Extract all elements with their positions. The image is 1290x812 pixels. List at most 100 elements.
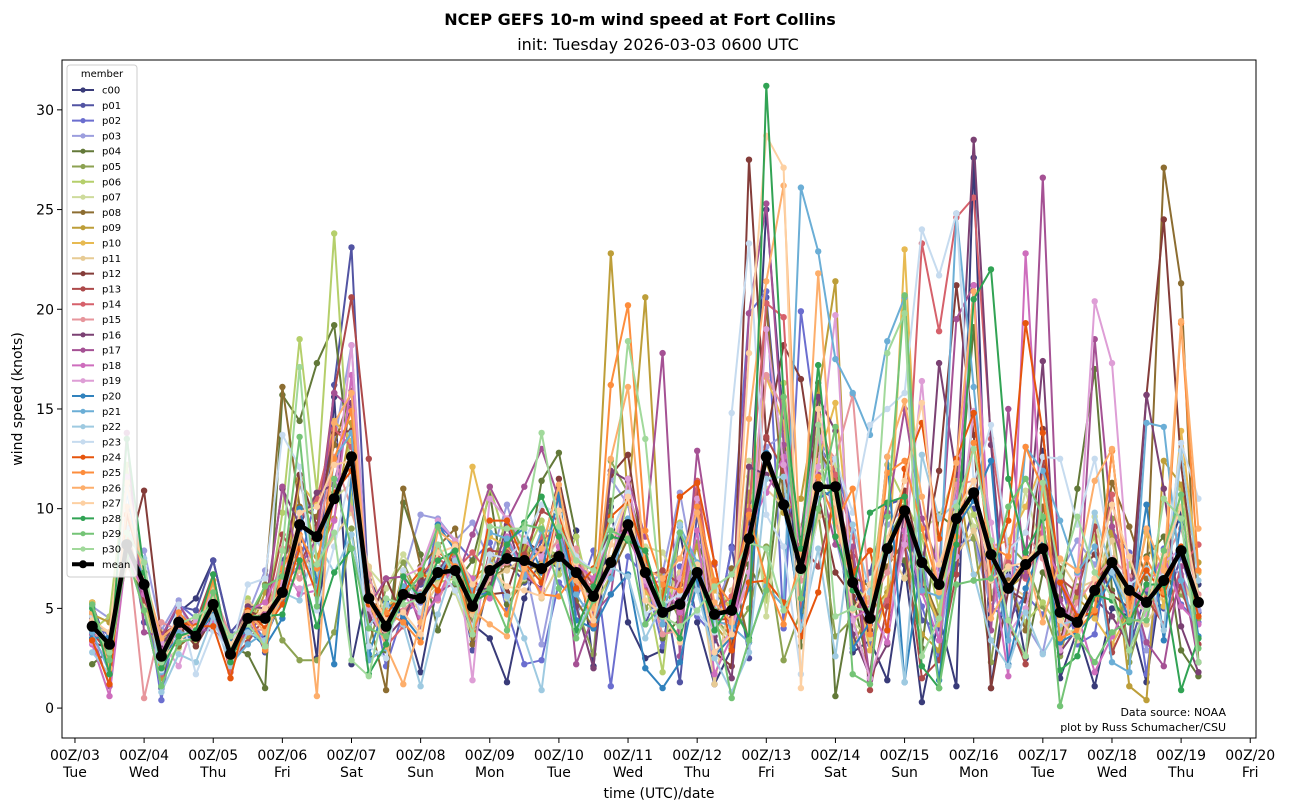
legend-label: p11 xyxy=(102,254,121,265)
data-point xyxy=(1126,647,1133,654)
data-point xyxy=(538,525,545,532)
data-point xyxy=(1108,593,1116,600)
legend-item-p08: p08 xyxy=(72,208,121,219)
data-point xyxy=(642,597,649,604)
x-tick-date: 00Z/06 xyxy=(257,748,307,764)
data-point xyxy=(780,164,787,171)
legend-swatch-marker xyxy=(80,393,86,399)
data-point xyxy=(1160,637,1168,644)
legend-label: p08 xyxy=(102,208,121,219)
data-point xyxy=(296,657,303,664)
data-point xyxy=(953,581,960,588)
data-point xyxy=(244,581,251,588)
data-point xyxy=(780,473,787,480)
mean-point xyxy=(709,608,720,620)
data-point xyxy=(1022,443,1029,451)
data-point xyxy=(1177,515,1185,522)
data-point xyxy=(1143,501,1150,508)
data-point xyxy=(503,633,511,640)
data-point xyxy=(1022,503,1029,510)
data-point xyxy=(279,547,286,554)
mean-point xyxy=(1054,606,1066,618)
data-point xyxy=(503,517,511,524)
data-point xyxy=(624,475,632,482)
mean-point xyxy=(104,638,115,650)
legend-item-p26: p26 xyxy=(72,483,121,494)
legend-item-p01: p01 xyxy=(72,101,121,112)
legend-swatch-marker xyxy=(80,102,86,108)
data-point xyxy=(192,643,200,650)
data-point xyxy=(382,686,390,694)
data-point xyxy=(279,601,286,608)
data-point xyxy=(469,641,476,648)
data-point xyxy=(452,547,459,554)
data-point xyxy=(331,569,338,576)
data-point xyxy=(1143,617,1150,624)
data-point xyxy=(1022,585,1029,592)
data-point xyxy=(1039,651,1047,658)
data-point xyxy=(261,575,269,582)
data-point xyxy=(469,531,476,538)
data-point xyxy=(296,509,303,516)
data-point xyxy=(624,573,632,580)
data-point xyxy=(953,316,960,323)
data-point xyxy=(763,587,770,594)
legend-swatch-marker xyxy=(80,209,86,215)
data-point xyxy=(244,651,251,658)
data-point xyxy=(711,681,718,688)
data-point xyxy=(434,557,442,564)
mean-point xyxy=(190,630,202,642)
mean-point xyxy=(1089,584,1101,596)
data-point xyxy=(503,567,511,574)
legend-swatch-marker xyxy=(80,255,86,261)
legend-item-p30: p30 xyxy=(72,545,121,556)
data-point xyxy=(313,489,321,496)
x-axis-label: time (UTC)/date xyxy=(603,786,714,802)
data-point xyxy=(935,615,943,622)
data-point xyxy=(1108,659,1116,666)
data-point xyxy=(918,698,926,706)
x-tick-day: Thu xyxy=(199,765,226,781)
data-point xyxy=(797,184,805,191)
data-point xyxy=(1108,629,1116,636)
data-point xyxy=(1195,567,1202,574)
data-point xyxy=(538,593,545,600)
data-point xyxy=(745,349,753,357)
data-point xyxy=(417,669,424,676)
data-point xyxy=(486,585,493,592)
data-point xyxy=(521,525,528,532)
data-point xyxy=(676,587,684,594)
data-point xyxy=(140,694,148,702)
data-point xyxy=(624,619,632,626)
data-point xyxy=(106,657,113,664)
data-point xyxy=(1126,523,1133,530)
legend-swatch-marker xyxy=(80,439,86,445)
data-point xyxy=(970,445,977,453)
data-point xyxy=(279,483,286,490)
data-point xyxy=(935,272,943,279)
data-point xyxy=(866,686,874,694)
data-point xyxy=(1091,615,1098,622)
x-tick-day: Tue xyxy=(62,765,87,781)
legend-item-p28: p28 xyxy=(72,514,121,525)
data-point xyxy=(382,609,390,616)
data-point xyxy=(400,551,407,558)
data-point xyxy=(918,226,926,233)
data-point xyxy=(953,503,960,510)
data-point xyxy=(970,296,977,303)
data-point xyxy=(1005,405,1012,413)
legend-item-c00: c00 xyxy=(72,86,120,97)
data-point xyxy=(296,363,303,371)
data-point xyxy=(970,282,977,289)
data-point xyxy=(970,194,977,201)
data-point xyxy=(1056,635,1064,642)
data-point xyxy=(89,601,96,608)
data-point xyxy=(763,278,770,285)
data-point xyxy=(642,635,649,642)
data-point xyxy=(434,523,442,530)
data-point xyxy=(676,635,684,642)
data-point xyxy=(607,527,614,534)
data-point xyxy=(987,266,995,273)
data-point xyxy=(1143,647,1150,654)
data-point xyxy=(158,635,165,642)
